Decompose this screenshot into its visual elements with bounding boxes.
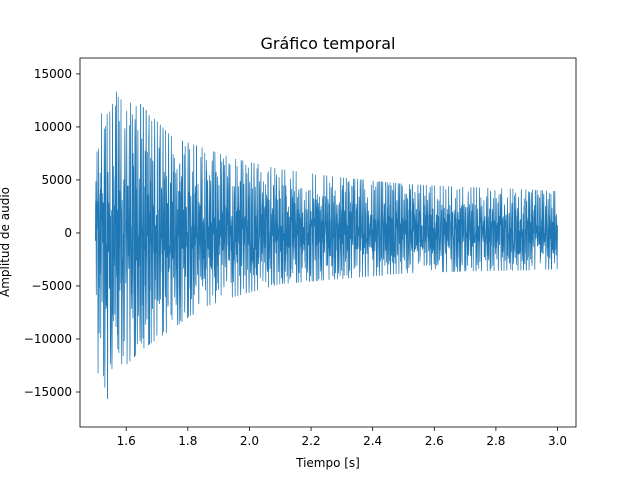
- plot-area: [79, 57, 577, 428]
- x-axis-label: Tiempo [s]: [295, 456, 360, 470]
- y-tick-label: 10000: [34, 120, 72, 134]
- y-tick-label: 15000: [34, 67, 72, 81]
- x-tick-label: 2.6: [425, 434, 444, 448]
- x-tick-label: 2.0: [240, 434, 259, 448]
- x-axis-ticks: 1.6 1.8 2.0 2.2 2.4 2.6 2.8 3.0: [117, 427, 567, 448]
- x-tick-label: 1.8: [178, 434, 197, 448]
- x-tick-label: 1.6: [117, 434, 136, 448]
- y-axis-label: Amplitud de audio: [0, 187, 12, 297]
- axes-frame: [79, 57, 577, 428]
- y-tick-label: −15000: [24, 385, 72, 399]
- y-axis-ticks: −15000 −10000 −5000 0 5000 10000 15000: [24, 67, 80, 399]
- chart-title: Gráfico temporal: [260, 34, 395, 53]
- x-tick-label: 3.0: [548, 434, 567, 448]
- y-tick-label: 5000: [41, 173, 72, 187]
- x-tick-label: 2.4: [363, 434, 382, 448]
- y-tick-label: −5000: [31, 279, 72, 293]
- y-tick-label: 0: [64, 226, 72, 240]
- x-tick-label: 2.2: [302, 434, 321, 448]
- x-tick-label: 2.8: [486, 434, 505, 448]
- y-tick-label: −10000: [24, 332, 72, 346]
- audio-signal-line: [95, 91, 558, 400]
